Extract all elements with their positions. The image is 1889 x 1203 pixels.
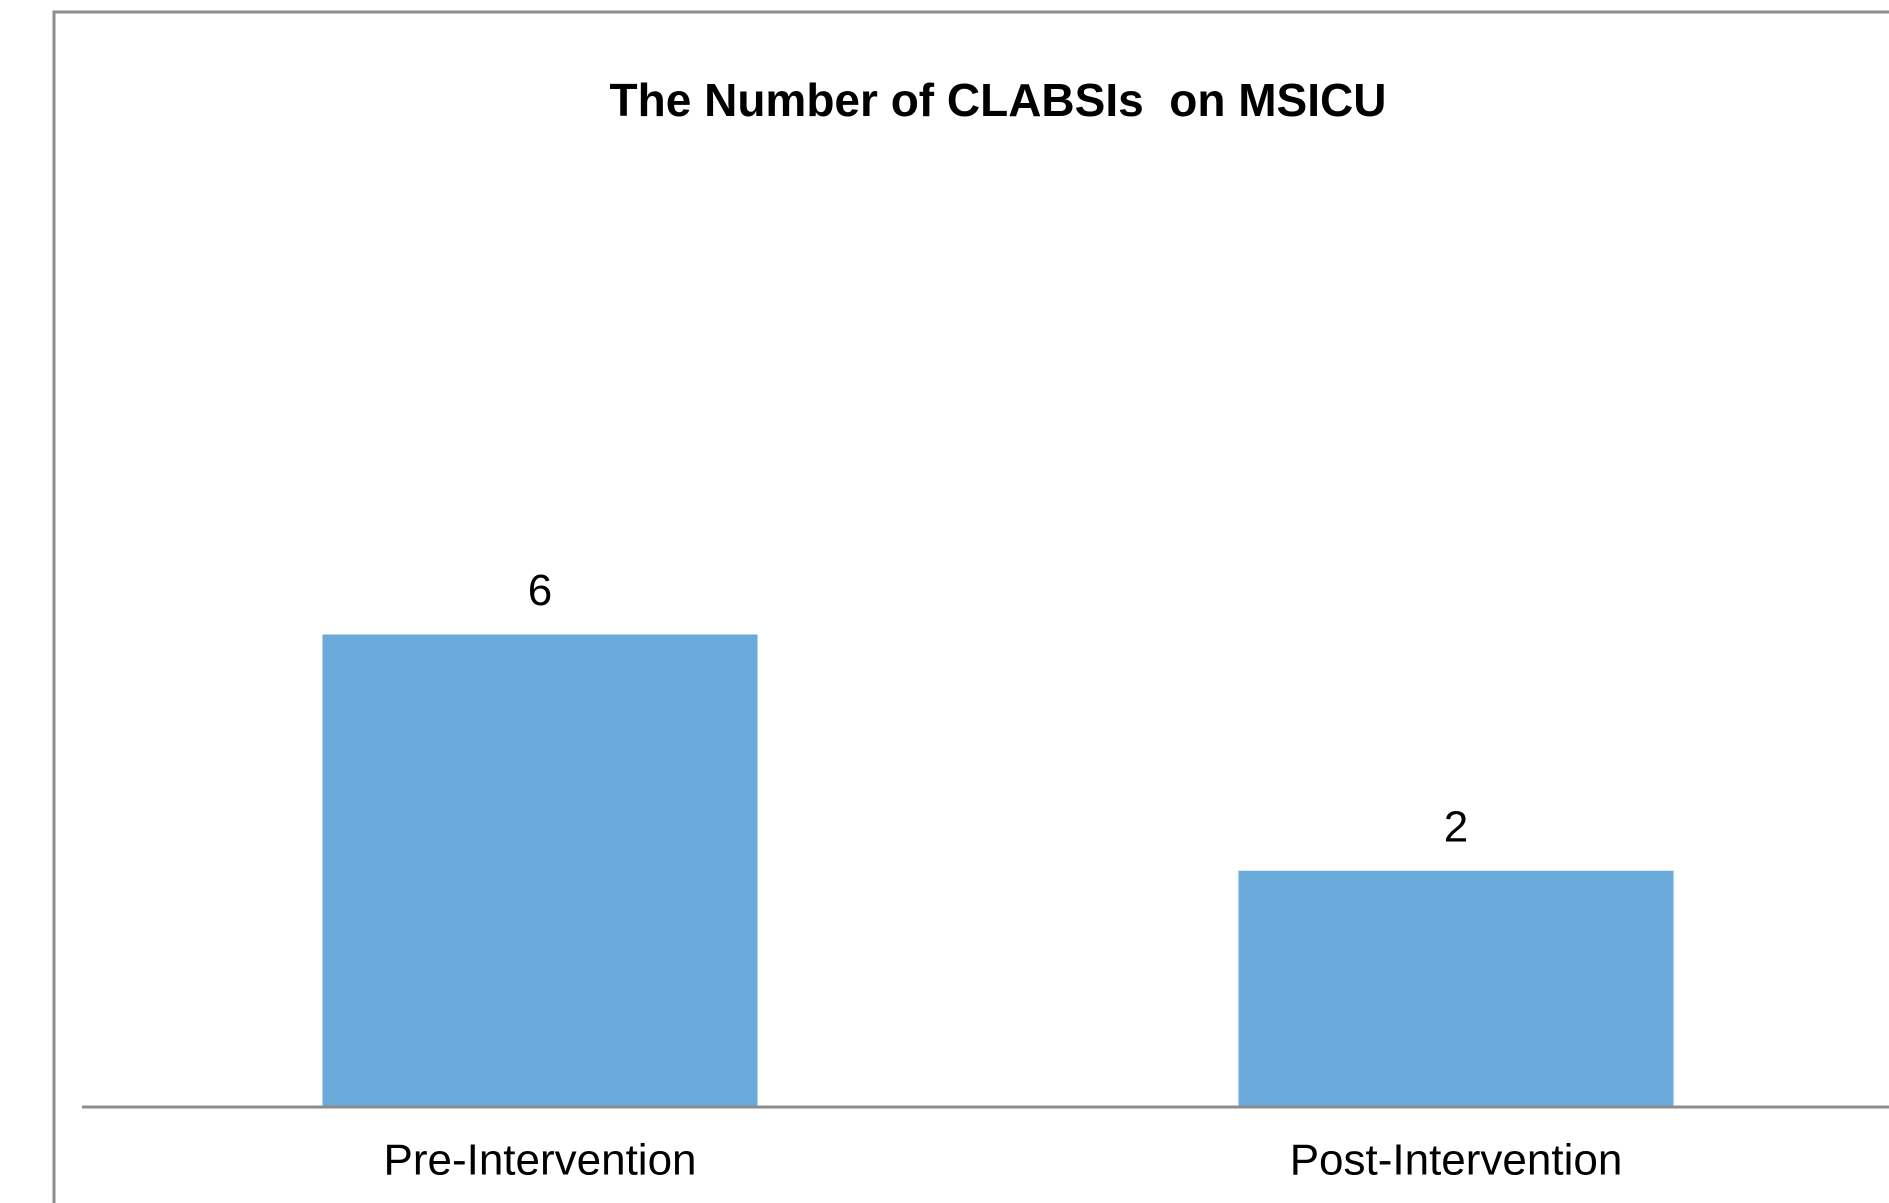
- bar: [1238, 870, 1674, 1107]
- x-tick-label: Pre-Intervention: [383, 1136, 696, 1185]
- x-tick-label: Post-Intervention: [1290, 1136, 1623, 1185]
- chart-title: The Number of CLABSIs on MSICU: [610, 74, 1387, 126]
- data-label: 6: [528, 566, 552, 615]
- bar: [322, 634, 758, 1107]
- data-label: 2: [1444, 802, 1468, 851]
